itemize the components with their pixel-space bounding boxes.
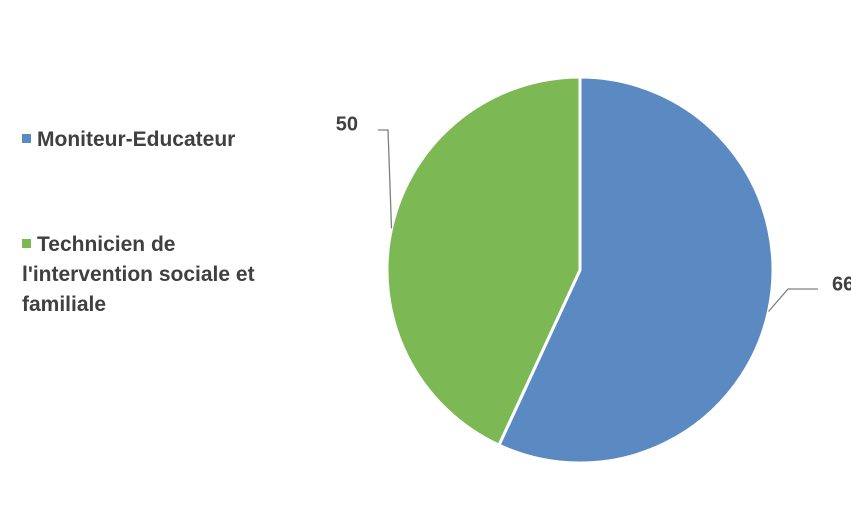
legend-entry: Moniteur-Educateur (22, 125, 292, 155)
data-label: 50 (336, 113, 358, 135)
pie-slice (496, 75, 775, 465)
legend-swatch (22, 238, 31, 248)
legend-swatch (22, 133, 31, 143)
leader-line (378, 129, 393, 229)
data-label: 66 (832, 273, 851, 295)
legend-entry: Technicien de l'intervention sociale et … (22, 230, 292, 320)
legend-label: Moniteur-Educateur (37, 128, 236, 151)
legend-label: Technicien de l'intervention sociale et … (22, 233, 255, 316)
leader-line (767, 288, 818, 312)
